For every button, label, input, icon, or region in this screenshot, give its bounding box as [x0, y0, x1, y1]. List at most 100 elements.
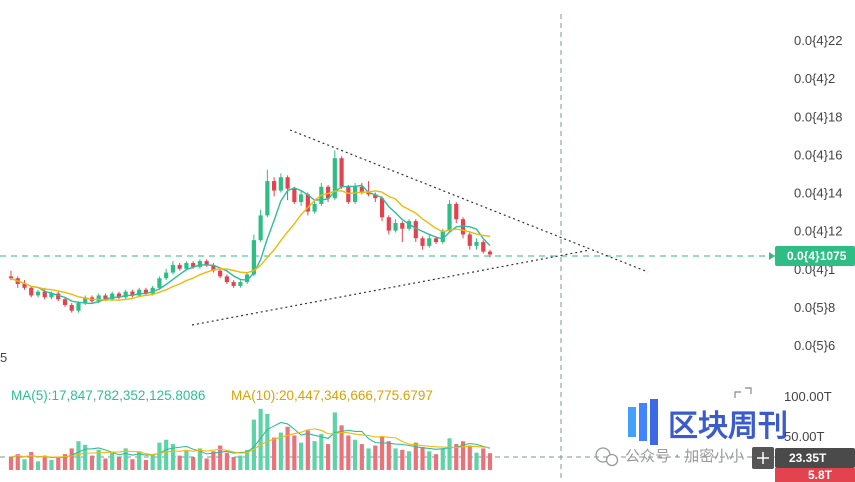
volume-bar — [35, 461, 41, 470]
candle-body — [332, 158, 337, 199]
candle-body — [150, 287, 155, 294]
volume-bar — [29, 452, 34, 470]
candle-body — [96, 295, 101, 302]
volume-bar — [130, 459, 135, 470]
volume-bar — [218, 445, 223, 470]
candle-body — [346, 186, 351, 203]
volume-bar — [137, 451, 142, 470]
price-tick-label: 0.0{4}12 — [794, 224, 842, 239]
candle-body — [164, 272, 169, 279]
volume-bar — [474, 452, 479, 470]
volume-bar — [305, 430, 310, 470]
volume-bar — [164, 439, 169, 470]
fullscreen-icon[interactable] — [734, 387, 752, 398]
volume-bar — [379, 436, 385, 470]
volume-bar — [258, 408, 263, 470]
volume-bar — [346, 435, 351, 470]
volume-bar — [467, 445, 472, 470]
volume-ma10-line — [10, 428, 491, 458]
price-tick-label: 0.0{4}2 — [794, 71, 835, 86]
volume-tick-100: 100.00T — [784, 389, 832, 404]
candle-body — [454, 203, 459, 220]
price-tick-label: 0.0{5}8 — [794, 300, 835, 315]
volume-bar — [96, 449, 101, 470]
volume-bar — [224, 452, 229, 470]
volume-bar — [420, 446, 425, 470]
bottom-volume-badge-text: 5.8T — [808, 468, 833, 482]
volume-bar — [460, 441, 466, 470]
current-volume-badge — [775, 448, 855, 468]
candle-body — [231, 282, 236, 286]
candle-body — [123, 291, 128, 298]
volume-bar — [170, 444, 176, 470]
volume-ma-lines — [10, 421, 491, 459]
candle-body — [116, 293, 122, 298]
candle-body — [42, 291, 47, 298]
volume-bars — [8, 408, 493, 470]
badge-arrow — [769, 252, 775, 260]
candle-body — [191, 263, 196, 267]
candle-body — [137, 289, 142, 296]
candle-body — [413, 221, 418, 239]
volume-bar — [22, 459, 27, 470]
candle-body — [400, 223, 405, 229]
candle-body — [339, 158, 344, 187]
candle-body — [197, 261, 202, 267]
volume-bar — [110, 452, 115, 470]
volume-bar — [400, 449, 405, 470]
volume-bar — [278, 432, 283, 470]
volume-bar — [406, 451, 412, 470]
volume-bar — [69, 448, 74, 470]
candle-body — [49, 293, 54, 298]
volume-bar — [319, 434, 324, 470]
candle-body — [440, 230, 445, 243]
volume-bar — [89, 455, 95, 470]
price-tick-label: 0.0{4}14 — [794, 186, 842, 201]
volume-bar — [8, 457, 14, 470]
candle-body — [460, 219, 466, 235]
volume-bar — [413, 442, 418, 470]
upper-trendline — [289, 129, 649, 273]
volume-bar — [272, 437, 277, 470]
candle-body — [379, 198, 385, 218]
volume-bar — [339, 425, 344, 470]
volume-bar — [83, 444, 88, 470]
watermark-brand: 区块周刊 — [628, 399, 788, 445]
volume-bar — [433, 454, 439, 470]
candle-body — [22, 284, 27, 288]
volume-bar — [393, 448, 398, 470]
ma10-line — [10, 190, 491, 301]
volume-bar — [143, 459, 149, 470]
volume-bar — [366, 448, 371, 470]
volume-bar — [454, 444, 459, 470]
volume-bar — [373, 445, 378, 470]
candle-body — [265, 181, 270, 216]
volume-bar — [184, 449, 189, 470]
candle-body — [143, 289, 149, 294]
watermark-brand-text: 区块周刊 — [668, 409, 788, 444]
volume-bar — [487, 453, 493, 470]
watermark-channel: 公众号 · 加密小小 — [595, 447, 744, 467]
candle-body — [56, 293, 61, 300]
candle-body — [8, 276, 14, 279]
candle-body — [487, 251, 493, 255]
volume-bar — [211, 451, 216, 470]
candle-body — [157, 278, 162, 288]
candle-body — [110, 293, 115, 300]
volume-bar — [352, 439, 358, 470]
candle-body — [251, 240, 256, 275]
price-tick-label: 0.0{5}6 — [794, 338, 835, 353]
current-volume-badge-text: 23.35T — [789, 451, 827, 465]
volume-bar — [123, 448, 128, 470]
candle-body — [83, 297, 88, 304]
volume-bar — [332, 412, 337, 470]
volume-bar — [204, 458, 209, 470]
volume-bar — [312, 441, 317, 470]
current-price-badge-text: 0.0{4}1075 — [787, 249, 847, 263]
volume-bar — [447, 438, 452, 470]
volume-bar — [292, 435, 297, 470]
volume-bar — [359, 444, 364, 470]
candle-body — [292, 188, 297, 203]
volume-ma5-line — [10, 421, 491, 459]
